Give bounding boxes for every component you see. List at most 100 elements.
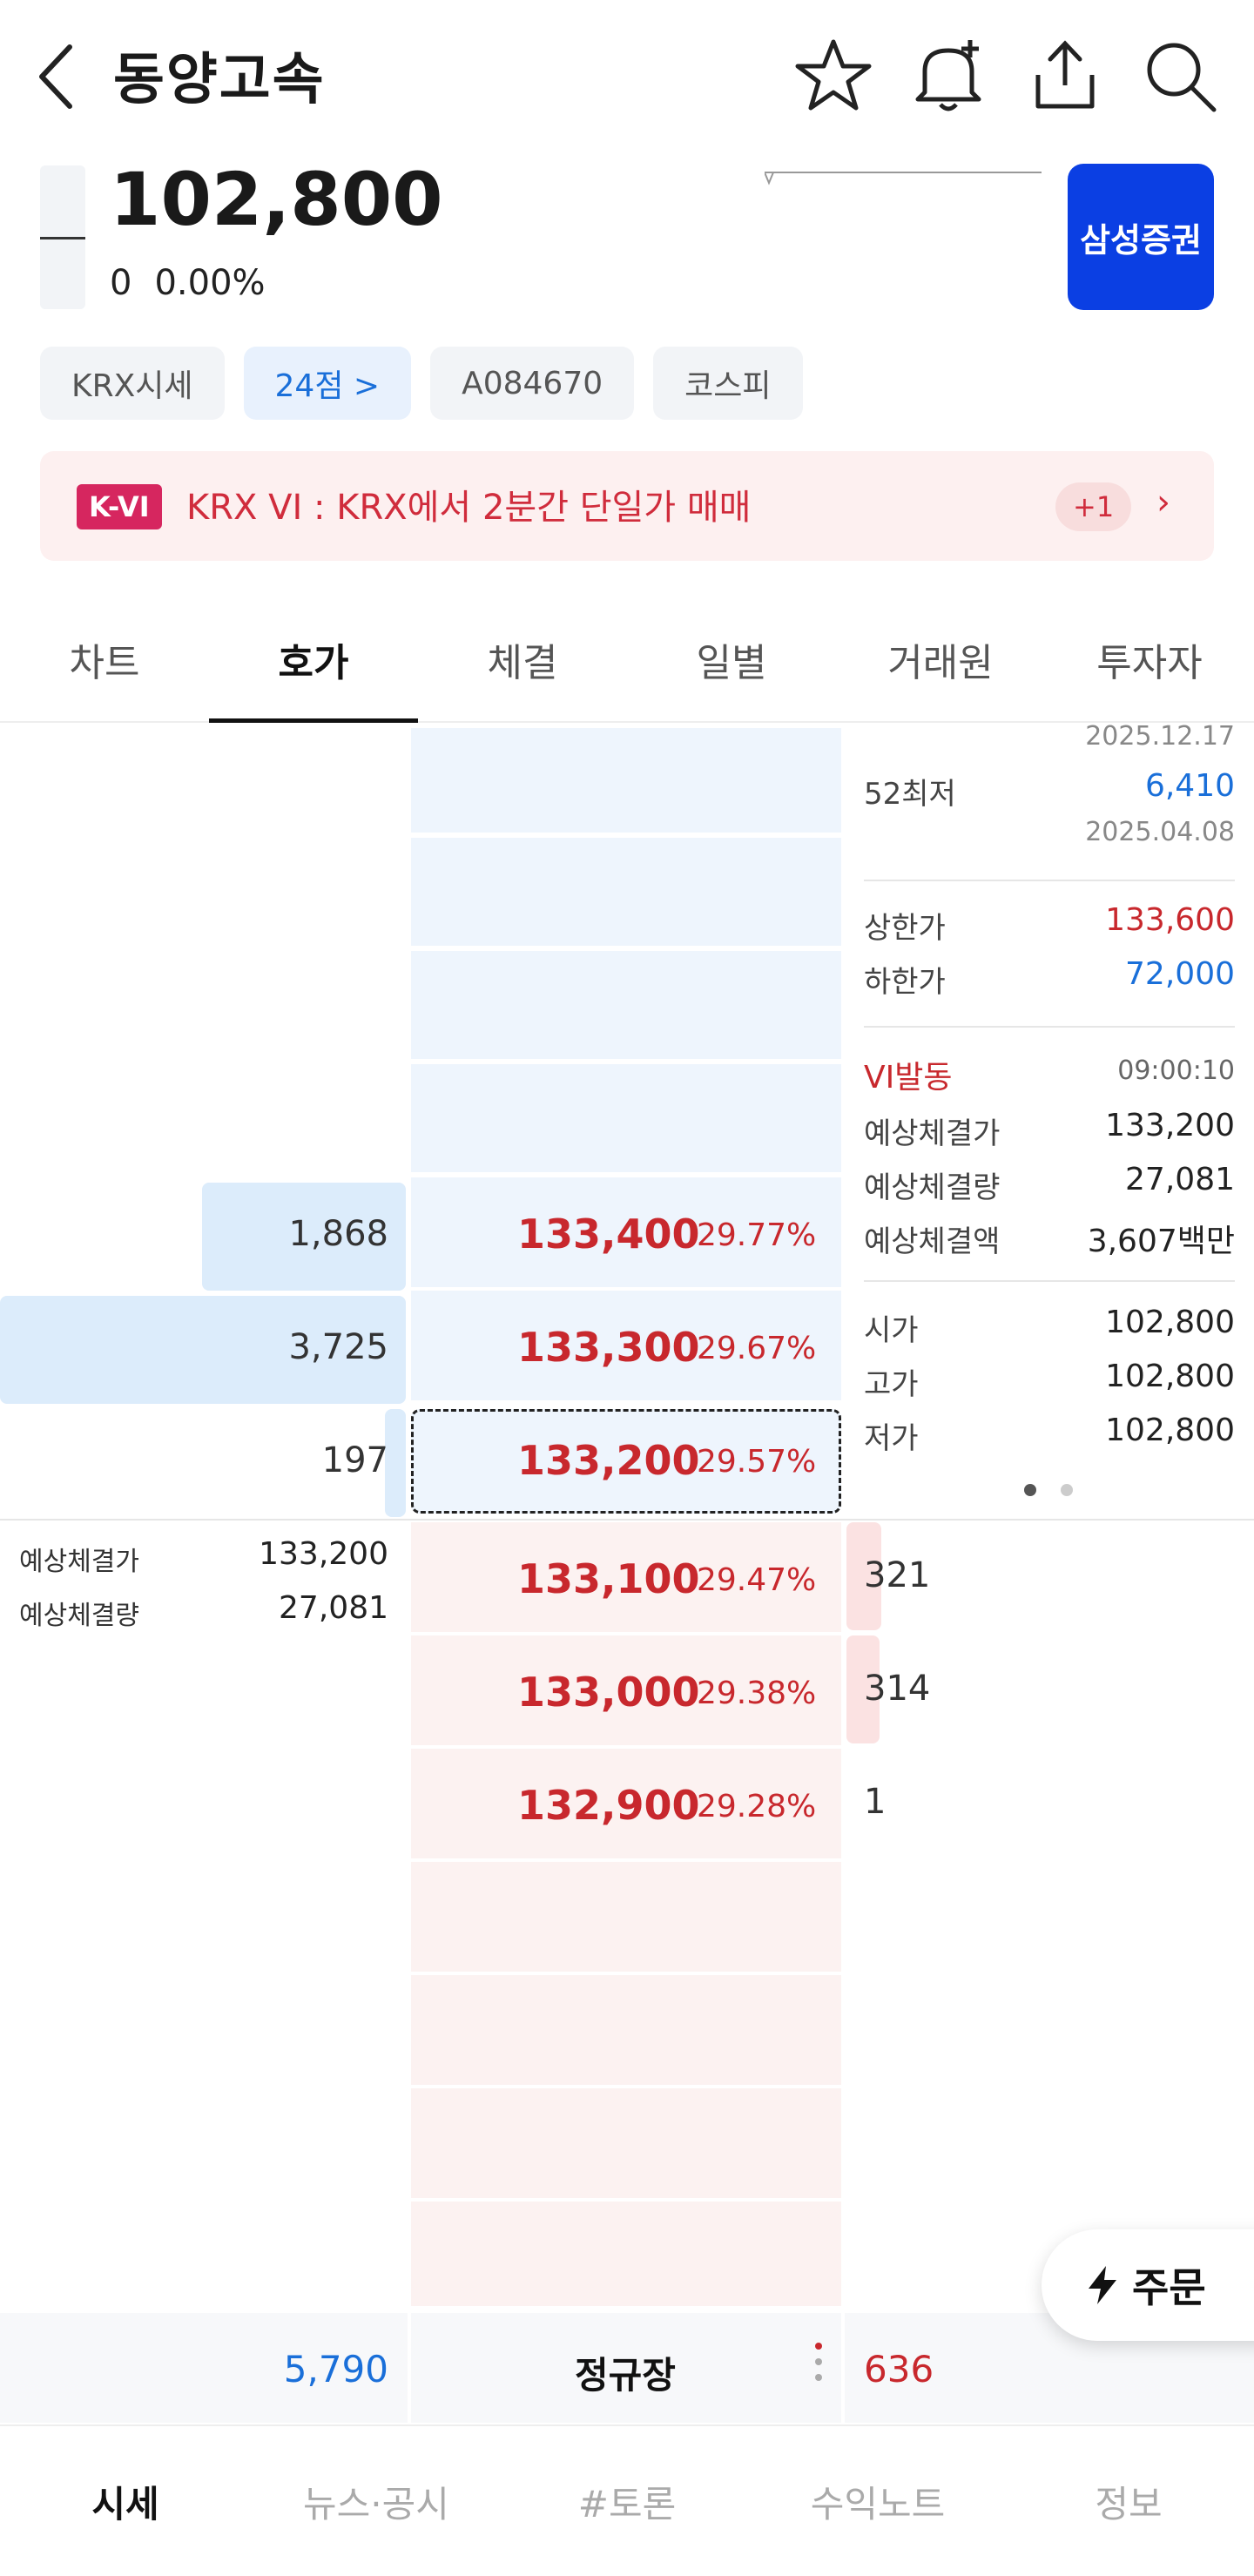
vi-banner[interactable]: K-VI KRX VI : KRX에서 2분간 단일가 매매 +1 › bbox=[40, 451, 1214, 561]
change-percent: 0.00% bbox=[154, 263, 266, 303]
col-separator bbox=[408, 2313, 411, 2423]
ask-row-empty bbox=[411, 1064, 841, 1172]
open-label: 시가 bbox=[864, 1313, 919, 1348]
bid-total: 636 bbox=[864, 2348, 934, 2391]
ask-row[interactable] bbox=[411, 1177, 841, 1287]
bell-plus-icon[interactable] bbox=[909, 37, 988, 115]
chip-code[interactable]: A084670 bbox=[430, 347, 635, 420]
session-label: 정규장 bbox=[575, 2354, 676, 2397]
bid-volume: 321 bbox=[864, 1555, 931, 1595]
ask-volume: 3,725 bbox=[288, 1327, 388, 1367]
top-bar: 동양고속 bbox=[0, 0, 1254, 157]
expected-price: 133,200 bbox=[259, 1536, 388, 1572]
ask-row-empty bbox=[411, 951, 841, 1059]
ask-volume-bar bbox=[0, 1296, 406, 1404]
bid-row[interactable] bbox=[411, 1522, 841, 1632]
expected-volume-label: 예상체결량 bbox=[19, 1601, 139, 1631]
ask-price: 133,400 bbox=[517, 1210, 700, 1258]
bid-volume: 1 bbox=[864, 1782, 887, 1822]
book-divider bbox=[0, 1519, 1254, 1521]
nav-discussion[interactable]: #토론 bbox=[577, 2482, 677, 2525]
ask-percent: 29.67% bbox=[697, 1331, 817, 1366]
star-icon[interactable] bbox=[794, 37, 873, 115]
share-icon[interactable] bbox=[1026, 37, 1104, 115]
ask-row[interactable] bbox=[411, 1291, 841, 1400]
high-value: 102,800 bbox=[1105, 1359, 1235, 1394]
tab-orderbook[interactable]: 호가 bbox=[209, 597, 418, 723]
bid-row[interactable] bbox=[411, 1749, 841, 1858]
nav-news[interactable]: 뉴스·공시 bbox=[303, 2482, 449, 2525]
current-price: 102,800 bbox=[110, 157, 443, 242]
page-dot[interactable] bbox=[1061, 1484, 1073, 1496]
bid-row-empty bbox=[411, 1975, 841, 2085]
bid-volume-bar bbox=[846, 1635, 880, 1743]
high52-date: 2025.12.17 bbox=[1085, 721, 1235, 752]
ask-volume-bar bbox=[202, 1183, 406, 1291]
bid-volume: 314 bbox=[864, 1669, 931, 1709]
bid-volume-bar bbox=[846, 1522, 881, 1630]
search-icon[interactable] bbox=[1141, 37, 1219, 115]
chip-market[interactable]: 코스피 bbox=[653, 347, 803, 420]
vi-count: +1 bbox=[1055, 482, 1132, 531]
low52-value: 6,410 bbox=[1144, 768, 1235, 804]
high-label: 고가 bbox=[864, 1367, 919, 1402]
price-change: 0 0.00% bbox=[110, 263, 288, 303]
nav-quote[interactable]: 시세 bbox=[91, 2482, 159, 2525]
order-button[interactable]: 주문 bbox=[1042, 2229, 1254, 2341]
chip-score[interactable]: 24점 > bbox=[243, 347, 412, 420]
order-button-label: 주문 bbox=[1132, 2264, 1206, 2311]
vi-badge: K-VI bbox=[77, 484, 162, 529]
upper-limit-label: 상한가 bbox=[864, 911, 946, 946]
col-separator bbox=[841, 2313, 845, 2423]
tab-bar: 차트 호가 체결 일별 거래원 투자자 bbox=[0, 597, 1254, 723]
exp-vol-label: 예상체결량 bbox=[864, 1170, 1001, 1205]
low52-label: 52최저 bbox=[864, 777, 956, 812]
nav-profit-note[interactable]: 수익노트 bbox=[810, 2482, 946, 2525]
tab-brokers[interactable]: 거래원 bbox=[887, 641, 994, 685]
tab-trades[interactable]: 체결 bbox=[487, 641, 558, 685]
bid-row-empty bbox=[411, 1862, 841, 1972]
nav-info[interactable]: 정보 bbox=[1095, 2482, 1163, 2525]
tab-chart[interactable]: 차트 bbox=[69, 641, 140, 685]
exp-price-label: 예상체결가 bbox=[864, 1116, 1001, 1151]
broker-button[interactable]: 삼성증권 bbox=[1068, 164, 1214, 310]
bid-percent: 29.47% bbox=[697, 1562, 817, 1598]
bid-price: 132,900 bbox=[517, 1782, 700, 1829]
lower-limit-label: 하한가 bbox=[864, 965, 946, 1000]
sparkline bbox=[765, 172, 1042, 185]
chevron-right-icon: › bbox=[1156, 482, 1170, 523]
exp-price-value: 133,200 bbox=[1105, 1108, 1235, 1143]
ask-volume: 197 bbox=[321, 1440, 388, 1480]
tab-investors[interactable]: 투자자 bbox=[1096, 641, 1203, 685]
back-arrow-icon[interactable] bbox=[35, 42, 77, 111]
exp-vol-value: 27,081 bbox=[1125, 1162, 1235, 1197]
bid-row-empty bbox=[411, 2202, 841, 2306]
bid-percent: 29.28% bbox=[697, 1789, 817, 1824]
ask-row-empty bbox=[411, 728, 841, 833]
bid-price: 133,100 bbox=[517, 1555, 700, 1602]
page-dot-active[interactable] bbox=[1024, 1484, 1036, 1496]
totals-row: 5,790 정규장 636 bbox=[0, 2313, 1254, 2423]
ask-price: 133,300 bbox=[517, 1324, 700, 1371]
ask-volume: 1,868 bbox=[288, 1214, 388, 1254]
ask-row-current[interactable] bbox=[411, 1409, 841, 1514]
vi-trigger-time: 09:00:10 bbox=[1117, 1055, 1235, 1086]
bid-price: 133,000 bbox=[517, 1669, 700, 1716]
chip-krx[interactable]: KRX시세 bbox=[40, 347, 225, 420]
more-vertical-icon[interactable] bbox=[815, 2343, 824, 2395]
price-indicator bbox=[40, 165, 85, 309]
divider bbox=[864, 1280, 1235, 1282]
bid-row[interactable] bbox=[411, 1635, 841, 1745]
bid-row-empty bbox=[411, 2088, 841, 2198]
lightning-icon bbox=[1089, 2266, 1116, 2304]
stock-name: 동양고속 bbox=[113, 48, 326, 112]
tab-daily[interactable]: 일별 bbox=[696, 641, 767, 685]
bottom-nav: 시세 뉴스·공시 #토론 수익노트 정보 bbox=[0, 2424, 1254, 2576]
expected-price-label: 예상체결가 bbox=[19, 1547, 139, 1577]
ask-total: 5,790 bbox=[283, 2348, 388, 2391]
bid-percent: 29.38% bbox=[697, 1676, 817, 1711]
ask-percent: 29.77% bbox=[697, 1217, 817, 1253]
ask-percent: 29.57% bbox=[697, 1444, 817, 1480]
ask-row-empty bbox=[411, 838, 841, 946]
divider bbox=[864, 880, 1235, 881]
